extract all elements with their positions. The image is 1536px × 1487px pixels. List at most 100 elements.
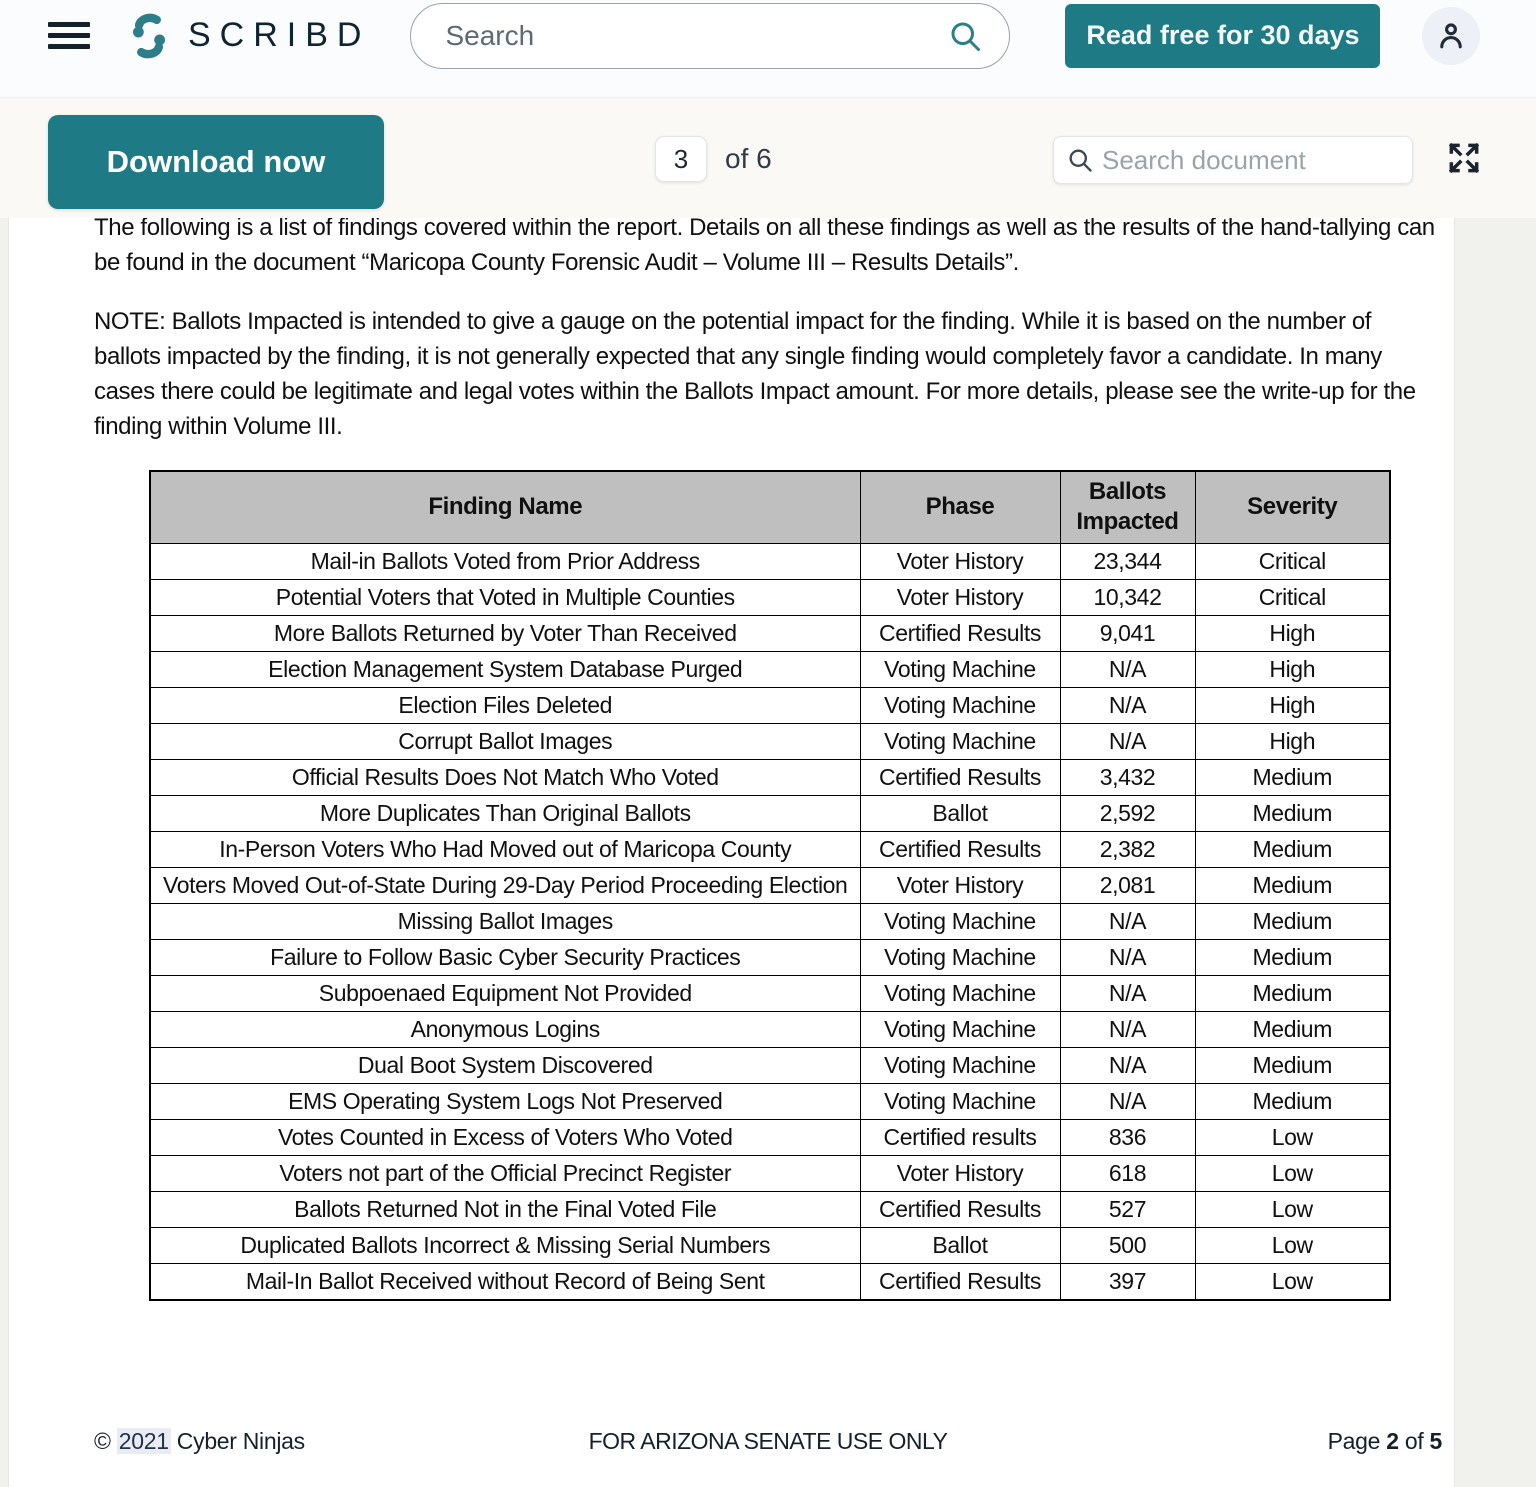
table-cell: Election Management System Database Purg… <box>149 650 861 688</box>
site-search-input[interactable] <box>445 19 948 52</box>
table-row: Votes Counted in Excess of Voters Who Vo… <box>149 1118 1391 1156</box>
table-cell: Voting Machine <box>859 974 1061 1012</box>
table-cell: Ballot <box>859 794 1061 832</box>
menu-bar <box>48 22 90 27</box>
menu-icon[interactable] <box>48 16 90 55</box>
search-icon <box>1069 149 1092 172</box>
copyright-symbol: © <box>94 1428 117 1454</box>
table-cell: Certified Results <box>859 1190 1061 1228</box>
table-row: Ballots Returned Not in the Final Voted … <box>149 1190 1391 1228</box>
read-free-button[interactable]: Read free for 30 days <box>1065 3 1381 68</box>
table-cell: Medium <box>1194 794 1391 832</box>
fullscreen-button[interactable] <box>1443 138 1485 180</box>
menu-bar <box>48 44 90 49</box>
download-button[interactable]: Download now <box>48 115 384 209</box>
table-cell: Votes Counted in Excess of Voters Who Vo… <box>149 1118 861 1156</box>
table-cell: Medium <box>1194 758 1391 796</box>
table-header-cell: Severity <box>1194 470 1391 544</box>
table-cell: Medium <box>1194 1046 1391 1084</box>
table-cell: 2,592 <box>1059 794 1196 832</box>
person-icon <box>1440 22 1463 48</box>
table-cell: Low <box>1194 1154 1391 1192</box>
table-cell: Low <box>1194 1226 1391 1264</box>
table-header-cell: Ballots Impacted <box>1059 470 1196 544</box>
table-cell: Voting Machine <box>859 650 1061 688</box>
table-cell: Ballots Returned Not in the Final Voted … <box>149 1190 861 1228</box>
table-cell: Voting Machine <box>859 938 1061 976</box>
table-cell: Voting Machine <box>859 1082 1061 1120</box>
table-row: More Ballots Returned by Voter Than Rece… <box>149 614 1391 652</box>
table-cell: N/A <box>1059 1010 1196 1048</box>
table-cell: Dual Boot System Discovered <box>149 1046 861 1084</box>
account-avatar[interactable] <box>1422 6 1481 65</box>
document-search-bar[interactable] <box>1053 136 1437 184</box>
copyright-owner: Cyber Ninjas <box>170 1428 305 1454</box>
footer-notice: FOR ARIZONA SENATE USE ONLY <box>588 1428 948 1454</box>
table-cell: 23,344 <box>1059 542 1196 580</box>
table-cell: 836 <box>1059 1118 1196 1156</box>
table-cell: High <box>1194 722 1391 760</box>
table-cell: 618 <box>1059 1154 1196 1192</box>
table-row: EMS Operating System Logs Not Preserved V… <box>149 1082 1391 1120</box>
table-cell: Voter History <box>859 866 1061 904</box>
table-cell: 500 <box>1059 1226 1196 1264</box>
page-word: Page <box>1327 1428 1387 1454</box>
table-header-cell: Phase <box>859 470 1061 544</box>
copyright-year: 2021 <box>116 1428 171 1454</box>
page-footer: © 2021 Cyber Ninjas FOR ARIZONA SENATE U… <box>94 1428 1442 1455</box>
copyright-text: © 2021 Cyber Ninjas <box>94 1428 514 1455</box>
table-cell: Certified Results <box>859 830 1061 868</box>
paragraph-intro: The following is a list of findings cove… <box>94 218 1435 276</box>
table-cell: Certified Results <box>859 758 1061 796</box>
table-cell: Certified Results <box>859 1262 1061 1300</box>
document-viewer: The following is a list of findings cove… <box>0 218 1536 1487</box>
table-cell: Medium <box>1194 866 1391 904</box>
findings-table-body: Mail-in Ballots Voted from Prior Address… <box>149 542 1391 1300</box>
table-cell: 9,041 <box>1059 614 1196 652</box>
table-cell: 527 <box>1059 1190 1196 1228</box>
page-total-label: of 6 <box>725 143 772 174</box>
table-row: Potential Voters that Voted in Multiple … <box>149 578 1391 616</box>
document-page: The following is a list of findings cove… <box>8 218 1455 1487</box>
table-cell: Voting Machine <box>859 686 1061 724</box>
table-cell: Voter History <box>859 542 1061 580</box>
table-cell: EMS Operating System Logs Not Preserved <box>149 1082 861 1120</box>
paragraph-note: NOTE: Ballots Impacted is intended to gi… <box>94 308 1416 440</box>
table-cell: N/A <box>1059 686 1196 724</box>
table-cell: Mail-In Ballot Received without Record o… <box>149 1262 861 1300</box>
table-cell: Voter History <box>859 578 1061 616</box>
table-cell: Low <box>1194 1118 1391 1156</box>
table-cell: Low <box>1194 1262 1391 1300</box>
table-header-cell: Finding Name <box>149 470 861 544</box>
table-row: Subpoenaed Equipment Not Provided Voting … <box>149 974 1391 1012</box>
table-cell: Low <box>1194 1190 1391 1228</box>
app-header: SCRIBD Read free for 30 days <box>0 0 1536 98</box>
table-cell: Voting Machine <box>859 722 1061 760</box>
table-cell: Medium <box>1194 830 1391 868</box>
table-header-row: Finding Name Phase Ballots Impacted Severit… <box>149 470 1391 544</box>
table-cell: N/A <box>1059 650 1196 688</box>
table-cell: N/A <box>1059 974 1196 1012</box>
page-navigation: of 6 <box>655 136 772 182</box>
table-row: Election Management System Database Purg… <box>149 650 1391 688</box>
site-search-bar[interactable] <box>410 2 1011 69</box>
table-cell: Voting Machine <box>859 1046 1061 1084</box>
table-cell: Election Files Deleted <box>149 686 861 724</box>
table-cell: N/A <box>1059 902 1196 940</box>
table-cell: More Duplicates Than Original Ballots <box>149 794 861 832</box>
scribd-logo-icon <box>132 13 166 58</box>
page-number-input[interactable] <box>655 136 707 182</box>
scribd-logo[interactable]: SCRIBD <box>124 11 370 61</box>
table-cell: Ballot <box>859 1226 1061 1264</box>
table-cell: Medium <box>1194 938 1391 976</box>
brand-wordmark: SCRIBD <box>188 16 371 54</box>
table-cell: Subpoenaed Equipment Not Provided <box>149 974 861 1012</box>
table-cell: N/A <box>1059 722 1196 760</box>
table-cell: 3,432 <box>1059 758 1196 796</box>
document-toolbar: Download now of 6 <box>0 98 1536 218</box>
document-search-input[interactable] <box>1102 144 1437 176</box>
page-current: 2 <box>1386 1428 1399 1454</box>
table-cell: Medium <box>1194 1010 1391 1048</box>
table-cell: Certified Results <box>859 614 1061 652</box>
search-icon[interactable] <box>947 18 983 54</box>
